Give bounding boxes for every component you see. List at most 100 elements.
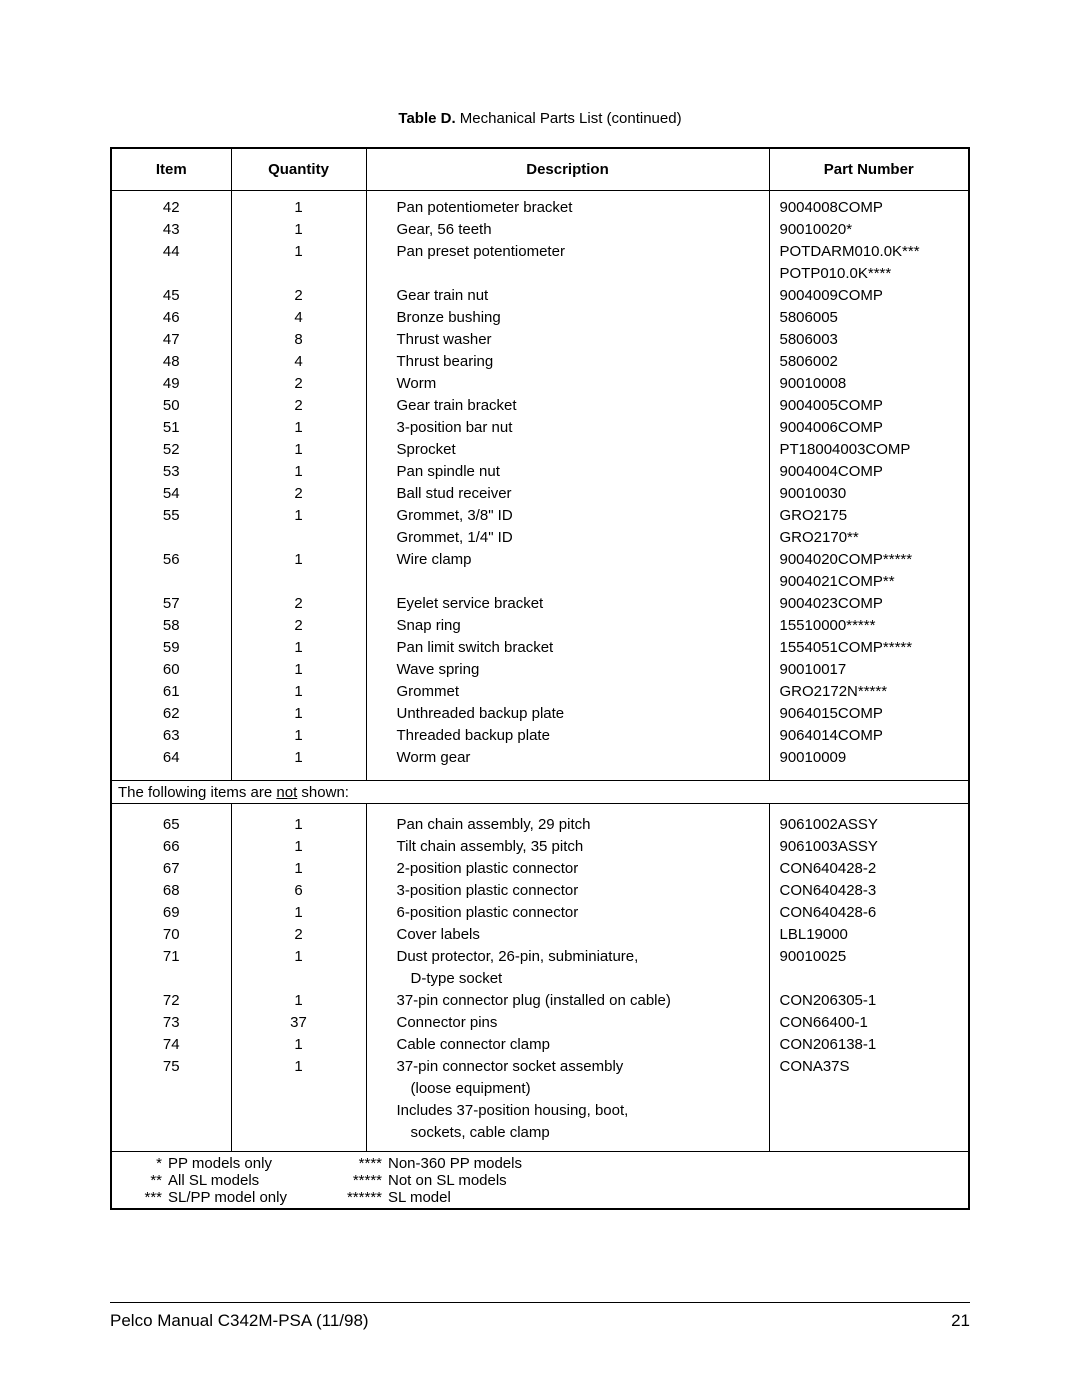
cell-desc: Ball stud receiver [366,483,769,505]
table-row: 6712-position plastic connectorCON640428… [111,858,969,880]
cell-qty: 1 [231,241,366,263]
cell-part: CONA37S [769,1056,969,1078]
cell-part [769,1122,969,1152]
footnote-asterisk: *** [118,1189,168,1206]
cell-item: 54 [111,483,231,505]
cell-part: PT18004003COMP [769,439,969,461]
table-row: 661Tilt chain assembly, 35 pitch9061003A… [111,836,969,858]
cell-part: 9004021COMP** [769,571,969,593]
cell-desc: Wave spring [366,659,769,681]
cell-desc: Cover labels [366,924,769,946]
sep-post: shown: [297,784,349,801]
cell-desc: 6-position plastic connector [366,902,769,924]
cell-part: GRO2172N***** [769,681,969,703]
cell-item: 52 [111,439,231,461]
cell-desc: Pan chain assembly, 29 pitch [366,804,769,836]
cell-item: 59 [111,637,231,659]
table-row: 582Snap ring15510000***** [111,615,969,637]
footnote-asterisk: ***** [338,1172,388,1189]
cell-part: POTP010.0K**** [769,263,969,285]
cell-part: POTDARM010.0K*** [769,241,969,263]
table-row: 6916-position plastic connectorCON640428… [111,902,969,924]
cell-part: GRO2175 [769,505,969,527]
footnote-line: *PP models only [118,1155,338,1172]
footnote-asterisk: **** [338,1155,388,1172]
cell-item: 61 [111,681,231,703]
cell-part: CON640428-3 [769,880,969,902]
table-row: 502Gear train bracket9004005COMP [111,395,969,417]
table-row: 741Cable connector clampCON206138-1 [111,1034,969,1056]
footnote-grid: *PP models only**All SL models***SL/PP m… [118,1155,962,1206]
table-row: 441Pan preset potentiometerPOTDARM010.0K… [111,241,969,263]
table-row: 521SprocketPT18004003COMP [111,439,969,461]
table-row: 531Pan spindle nut9004004COMP [111,461,969,483]
cell-part: 90010009 [769,747,969,781]
cell-item: 56 [111,549,231,571]
cell-item: 46 [111,307,231,329]
cell-item: 53 [111,461,231,483]
cell-qty [231,1078,366,1100]
cell-part: 9061003ASSY [769,836,969,858]
cell-desc [366,263,769,285]
table-row: 464Bronze bushing5806005 [111,307,969,329]
table-row: 591Pan limit switch bracket1554051COMP**… [111,637,969,659]
table-row: 72137-pin connector plug (installed on c… [111,990,969,1012]
cell-part: 9004008COMP [769,191,969,219]
table-row: 651Pan chain assembly, 29 pitch9061002AS… [111,804,969,836]
cell-desc: (loose equipment) [366,1078,769,1100]
cell-desc: Pan limit switch bracket [366,637,769,659]
cell-qty [231,1100,366,1122]
cell-desc: 3-position plastic connector [366,880,769,902]
cell-desc: Gear train nut [366,285,769,307]
cell-desc: Grommet, 1/4" ID [366,527,769,549]
table-row: 601Wave spring90010017 [111,659,969,681]
cell-item: 65 [111,804,231,836]
cell-qty: 1 [231,804,366,836]
table-row: 478Thrust washer5806003 [111,329,969,351]
footnote-text: Not on SL models [388,1172,507,1189]
cell-desc: Eyelet service bracket [366,593,769,615]
table-row: 702Cover labelsLBL19000 [111,924,969,946]
cell-qty: 1 [231,219,366,241]
footnote-col1: *PP models only**All SL models***SL/PP m… [118,1155,338,1206]
cell-part: LBL19000 [769,924,969,946]
cell-part: GRO2170** [769,527,969,549]
cell-desc: Tilt chain assembly, 35 pitch [366,836,769,858]
cell-item: 63 [111,725,231,747]
cell-desc: Bronze bushing [366,307,769,329]
cell-desc: Sprocket [366,439,769,461]
cell-qty: 1 [231,946,366,968]
header-row: Item Quantity Description Part Number [111,148,969,191]
table-row: sockets, cable clamp [111,1122,969,1152]
header-item: Item [111,148,231,191]
cell-part: 9064014COMP [769,725,969,747]
cell-item [111,1100,231,1122]
caption-label: Table D. [398,110,455,127]
cell-part: 9004009COMP [769,285,969,307]
cell-part: 9004004COMP [769,461,969,483]
cell-qty [231,571,366,593]
cell-item: 67 [111,858,231,880]
cell-qty: 2 [231,615,366,637]
cell-qty: 1 [231,747,366,781]
footnote-text: Non-360 PP models [388,1155,522,1172]
cell-item: 75 [111,1056,231,1078]
cell-desc: Worm gear [366,747,769,781]
cell-part: 9004006COMP [769,417,969,439]
cell-part: 9061002ASSY [769,804,969,836]
footnote-text: PP models only [168,1155,272,1172]
table-row: 7337Connector pinsCON66400-1 [111,1012,969,1034]
cell-desc: sockets, cable clamp [366,1122,769,1152]
footnote-asterisk: ** [118,1172,168,1189]
table-row: 561Wire clamp9004020COMP***** [111,549,969,571]
cell-item [111,527,231,549]
cell-qty: 1 [231,681,366,703]
cell-part: 9064015COMP [769,703,969,725]
cell-item: 70 [111,924,231,946]
cell-part: CON206305-1 [769,990,969,1012]
cell-item [111,968,231,990]
cell-qty: 2 [231,373,366,395]
cell-desc: 3-position bar nut [366,417,769,439]
cell-item: 66 [111,836,231,858]
cell-part: CON66400-1 [769,1012,969,1034]
